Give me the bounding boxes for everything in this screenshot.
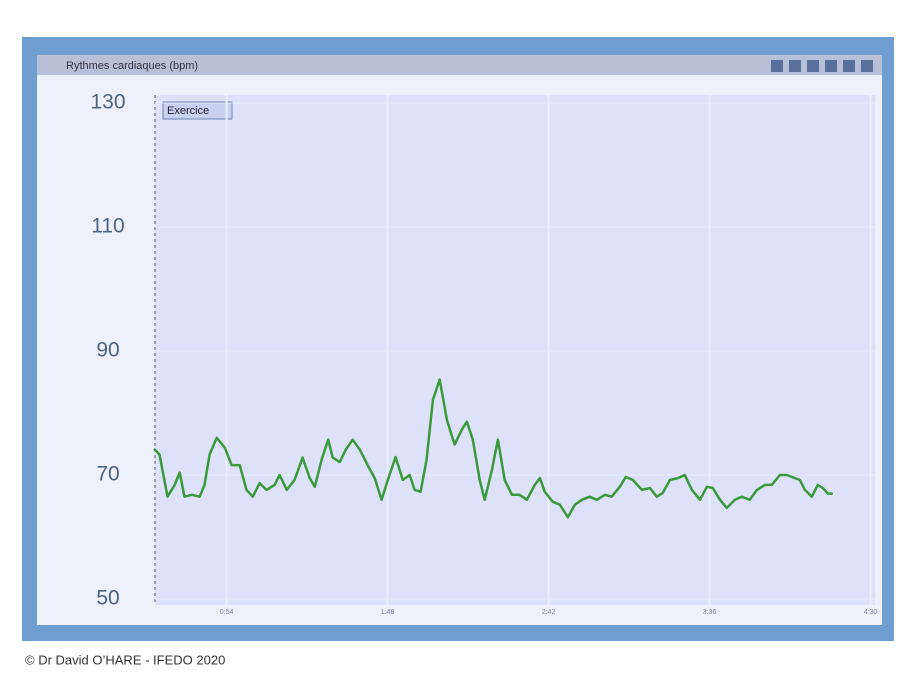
y-tick-label: 70: [96, 463, 119, 486]
toolbar: [771, 60, 873, 72]
y-tick-label: 90: [96, 339, 119, 362]
x-tick-label: 3:36: [703, 609, 717, 616]
annotation-box: [162, 101, 233, 120]
tool-icon[interactable]: [807, 60, 819, 72]
y-tick-label: 130: [90, 91, 125, 114]
title-bar: [37, 55, 882, 75]
x-tick-label: 4:30: [864, 609, 878, 616]
y-tick-label: 110: [91, 215, 124, 238]
y-tick-label: 50: [96, 587, 119, 610]
x-tick-label: 1:48: [381, 609, 395, 616]
footer: © Dr David O’HARE - IFEDO 2020: [25, 652, 225, 667]
tool-icon[interactable]: [861, 60, 873, 72]
tool-icon[interactable]: [843, 60, 855, 72]
x-tick-label: 2:42: [542, 609, 556, 616]
chart-title: Rythmes cardiaques (bpm): [66, 60, 198, 72]
tool-icon[interactable]: [825, 60, 837, 72]
plot-area: [155, 95, 875, 605]
x-tick-label: 0:54: [220, 609, 234, 616]
line-series: [153, 378, 834, 519]
tool-icon[interactable]: [789, 60, 801, 72]
annotation: Exercice: [167, 105, 209, 117]
tool-icon[interactable]: [771, 60, 783, 72]
